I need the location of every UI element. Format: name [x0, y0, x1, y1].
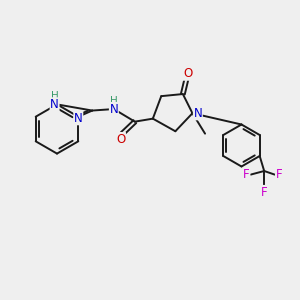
Text: F: F: [261, 185, 268, 199]
Text: O: O: [183, 67, 193, 80]
Text: N: N: [194, 107, 202, 120]
Text: H: H: [51, 91, 58, 101]
Text: O: O: [116, 133, 125, 146]
Text: N: N: [74, 112, 83, 125]
Text: F: F: [243, 168, 250, 181]
Text: F: F: [276, 168, 282, 181]
Text: N: N: [50, 98, 59, 111]
Text: H: H: [110, 96, 118, 106]
Text: N: N: [110, 103, 118, 116]
